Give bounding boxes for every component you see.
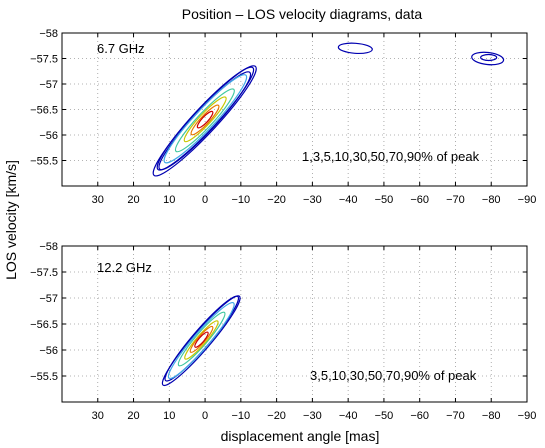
panel-6-7ghz: 30 20 10 0 −10 −20 −30 −40 −50 −60 −70 −80 −90 −55.5 −…: [30, 28, 536, 206]
y-tick-label: −58: [39, 241, 58, 253]
y-tick-label: −57.5: [30, 54, 58, 66]
panel-label: 12.2 GHz: [97, 260, 152, 275]
contour-level-30: [177, 311, 226, 367]
contour-level-70: [190, 104, 220, 136]
panel-label: 6.7 GHz: [97, 41, 145, 56]
y-axis-label: LOS velocity [km/s]: [3, 160, 19, 280]
y-tick-label: −55.5: [30, 371, 58, 383]
x-tick-label: −70: [446, 194, 465, 206]
contour-level-70: [189, 325, 214, 353]
x-tick-label: −10: [232, 194, 251, 206]
x-tick-label: −10: [232, 410, 251, 422]
x-tick-label: −40: [339, 410, 358, 422]
contour-plot: [152, 42, 505, 177]
y-tick-label: −56: [39, 130, 58, 142]
secondary-component-contour: [480, 53, 498, 62]
contour-level-50: [184, 320, 219, 360]
contour-level-5: [164, 295, 240, 382]
x-tick-label: −40: [339, 194, 358, 206]
contour-level-50: [183, 96, 227, 143]
x-tick-label: −70: [446, 410, 465, 422]
figure-title: Position – LOS velocity diagrams, data: [182, 6, 423, 22]
contour-level-3: [161, 295, 241, 387]
secondary-component-contour: [337, 42, 373, 55]
x-axis-label: displacement angle [mas]: [221, 428, 380, 444]
x-tick-label: −50: [375, 410, 394, 422]
y-tick-label: −55.5: [30, 156, 58, 168]
axis-ticks: 30 20 10 0 −10 −20 −30 −40 −50 −60 −70 −80 −90 −55.5 −…: [30, 28, 536, 206]
panel-12-2ghz: 30 20 10 0 −10 −20 −30 −40 −50 −60 −70 −80 −90 −55.5 −…: [30, 241, 536, 422]
x-tick-label: −50: [375, 194, 394, 206]
y-tick-label: −56: [39, 345, 58, 357]
levels-annotation: 1,3,5,10,30,50,70,90% of peak: [302, 149, 480, 164]
levels-annotation: 3,5,10,30,50,70,90% of peak: [310, 368, 477, 383]
x-tick-label: 20: [127, 194, 139, 206]
x-tick-label: −60: [410, 194, 429, 206]
secondary-component-contour: [471, 51, 505, 66]
x-tick-label: 20: [127, 410, 139, 422]
y-tick-label: −57.5: [30, 267, 58, 279]
x-tick-label: −90: [518, 410, 537, 422]
y-tick-label: −57: [39, 79, 58, 91]
x-tick-label: 10: [163, 410, 175, 422]
x-tick-label: −80: [482, 194, 501, 206]
axis-ticks: 30 20 10 0 −10 −20 −30 −40 −50 −60 −70 −80 −90 −55.5 −…: [30, 241, 536, 422]
contour-level-90: [194, 331, 209, 348]
x-tick-label: −20: [267, 410, 286, 422]
x-tick-label: 0: [202, 410, 208, 422]
x-tick-label: −60: [410, 410, 429, 422]
contour-plot: [161, 295, 241, 387]
y-tick-label: −56.5: [30, 319, 58, 331]
x-tick-label: 30: [92, 194, 104, 206]
y-tick-label: −58: [39, 28, 58, 40]
y-tick-label: −57: [39, 293, 58, 305]
contour-level-10: [163, 74, 248, 164]
contour-level-90: [196, 110, 214, 129]
x-tick-label: 0: [202, 194, 208, 206]
x-tick-label: 30: [92, 410, 104, 422]
x-tick-label: −30: [303, 194, 322, 206]
x-tick-label: 10: [163, 194, 175, 206]
x-tick-label: −80: [482, 410, 501, 422]
contour-level-10: [167, 301, 235, 380]
contour-level-30: [174, 88, 235, 153]
y-tick-label: −56.5: [30, 105, 58, 117]
x-tick-label: −30: [303, 410, 322, 422]
x-tick-label: −20: [267, 194, 286, 206]
x-tick-label: −90: [518, 194, 537, 206]
